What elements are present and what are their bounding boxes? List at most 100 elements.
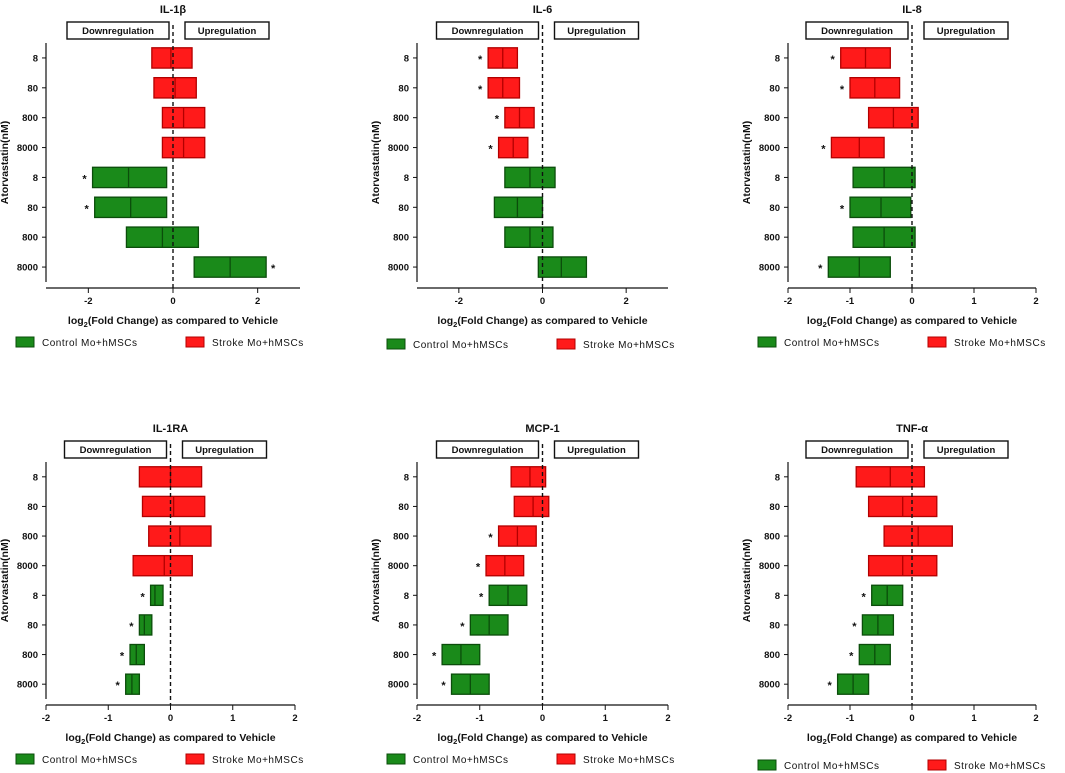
significance-star: * (85, 203, 90, 215)
y-tick-label: 800 (393, 233, 409, 244)
legend-label-stroke: Stroke Mo+hMSCs (212, 338, 304, 349)
y-tick-label: 8 (33, 53, 38, 64)
upregulation-box (184, 21, 270, 40)
legend-swatch-control (757, 336, 777, 348)
upregulation-box (553, 21, 640, 40)
significance-star: * (116, 680, 121, 692)
y-tick-label: 80 (398, 83, 409, 94)
legend-label-stroke: Stroke Mo+hMSCs (954, 761, 1046, 772)
legend-swatch-stroke (556, 338, 576, 350)
chart-title: IL-1RA (153, 423, 189, 435)
significance-star: * (120, 651, 125, 663)
y-tick-label: 800 (764, 233, 780, 244)
bar-control-800 (129, 643, 146, 666)
x-tick-label: 0 (170, 296, 175, 307)
legend-label-control: Control Mo+hMSCs (42, 755, 138, 766)
bar-control-800 (504, 226, 554, 248)
y-tick-label: 800 (393, 650, 409, 661)
bar-stroke-8 (151, 47, 193, 69)
y-tick-label: 800 (764, 532, 780, 543)
significance-star: * (818, 263, 823, 275)
downregulation-label: Downregulation (82, 26, 154, 37)
bar-control-8 (149, 584, 164, 607)
x-tick-label: -1 (846, 713, 855, 724)
downregulation-box (805, 21, 909, 40)
legend-label-stroke: Stroke Mo+hMSCs (212, 755, 304, 766)
significance-star: * (495, 114, 500, 126)
significance-star: * (129, 621, 134, 633)
bar-stroke-80 (513, 495, 550, 518)
legend-swatch-control (15, 336, 35, 348)
y-axis-label: Atorvastatin(nM) (741, 539, 753, 622)
y-tick-label: 8000 (759, 143, 780, 154)
legend-swatch-stroke (185, 336, 205, 348)
downregulation-box (66, 21, 170, 40)
y-tick-label: 8 (33, 591, 38, 602)
x-tick-label: 2 (624, 296, 629, 307)
downregulation-label: Downregulation (821, 26, 893, 37)
upregulation-label: Upregulation (937, 445, 996, 456)
downregulation-label: Downregulation (80, 445, 152, 456)
x-axis-label: log2(Fold Change) as compared to Vehicle (65, 732, 275, 746)
x-tick-label: -2 (84, 296, 92, 307)
y-tick-label: 800 (22, 532, 38, 543)
chart-title: TNF-α (896, 423, 928, 435)
bar-control-80 (493, 196, 544, 219)
legend-label-control: Control Mo+hMSCs (784, 761, 880, 772)
y-tick-label: 8 (404, 173, 409, 184)
bar-control-80 (138, 614, 153, 636)
x-tick-label: 2 (1033, 296, 1038, 307)
upregulation-label: Upregulation (567, 445, 626, 456)
x-tick-label: -1 (846, 296, 855, 307)
y-tick-label: 8 (775, 173, 780, 184)
bar-stroke-80 (487, 77, 521, 99)
upregulation-label: Upregulation (198, 26, 257, 37)
x-tick-label: 2 (1033, 713, 1038, 724)
legend-swatch-stroke (556, 753, 576, 765)
significance-star: * (441, 680, 446, 692)
x-tick-label: 1 (230, 713, 236, 724)
legend-label-stroke: Stroke Mo+hMSCs (954, 338, 1046, 349)
y-tick-label: 8000 (759, 263, 780, 274)
bar-control-8000 (537, 256, 588, 278)
legend-label-stroke: Stroke Mo+hMSCs (583, 340, 675, 351)
y-tick-label: 8000 (17, 680, 38, 691)
downregulation-label: Downregulation (452, 445, 524, 456)
y-tick-label: 800 (22, 650, 38, 661)
y-tick-label: 800 (393, 532, 409, 543)
y-tick-label: 8000 (388, 680, 409, 691)
x-tick-label: 2 (665, 713, 670, 724)
significance-star: * (271, 263, 276, 275)
x-axis-label: log2(Fold Change) as compared to Vehicle (807, 315, 1017, 329)
downregulation-box (805, 440, 909, 459)
x-tick-label: 2 (292, 713, 297, 724)
y-tick-label: 8 (775, 472, 780, 483)
significance-star: * (831, 54, 836, 66)
legend-label-control: Control Mo+hMSCs (413, 755, 509, 766)
chart-title: IL-1β (160, 4, 187, 16)
legend-label-control: Control Mo+hMSCs (42, 338, 138, 349)
downregulation-box (435, 440, 540, 459)
x-tick-label: 1 (971, 713, 977, 724)
bar-stroke-8 (510, 466, 547, 488)
x-tick-label: 0 (909, 296, 914, 307)
x-tick-label: -2 (413, 713, 421, 724)
x-axis-label: log2(Fold Change) as compared to Vehicle (807, 732, 1017, 746)
bar-control-8 (91, 166, 168, 189)
y-tick-label: 8000 (17, 561, 38, 572)
significance-star: * (821, 144, 826, 156)
y-tick-label: 800 (764, 650, 780, 661)
y-tick-label: 8000 (388, 263, 409, 274)
x-tick-label: -2 (784, 713, 792, 724)
chart-title: IL-6 (533, 4, 553, 16)
y-tick-label: 80 (398, 620, 409, 631)
upregulation-box (923, 21, 1009, 40)
y-tick-label: 8000 (388, 143, 409, 154)
y-tick-label: 8 (775, 591, 780, 602)
y-tick-label: 8000 (388, 561, 409, 572)
legend-swatch-stroke (185, 753, 205, 765)
legend-swatch-stroke (927, 336, 947, 348)
